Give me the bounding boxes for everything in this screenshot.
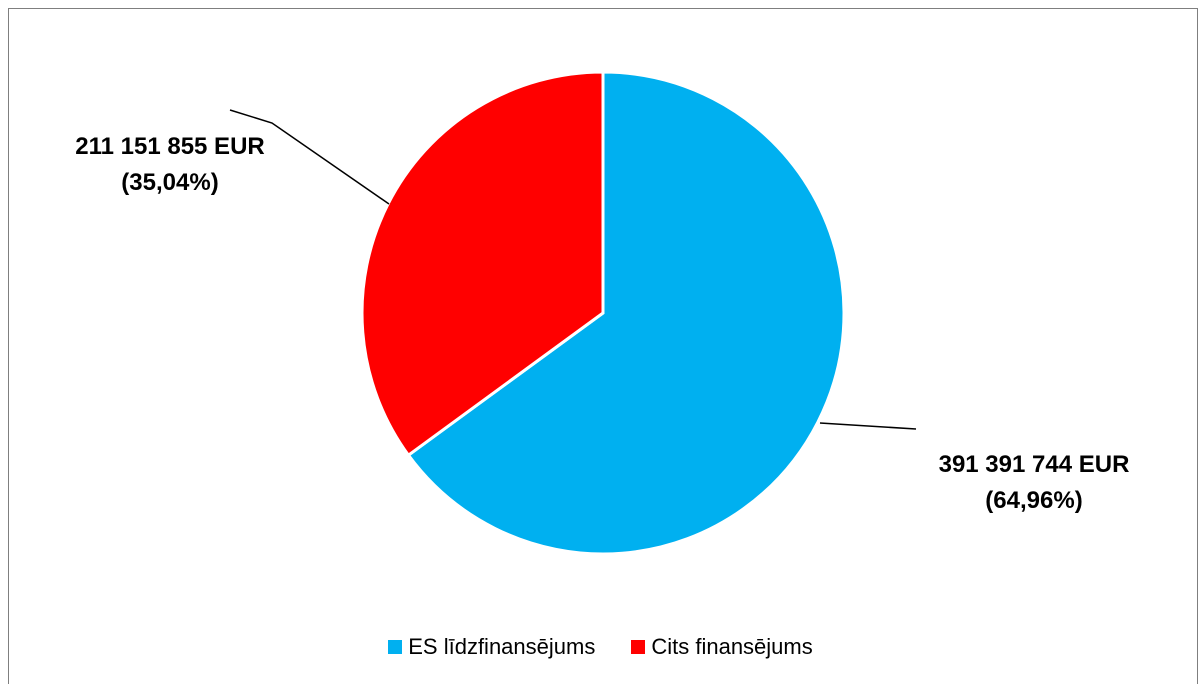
- data-label-value-es: 391 391 744 EUR: [939, 451, 1130, 478]
- data-label-percent-es: (64,96%): [985, 487, 1082, 514]
- legend-swatch-cits: [631, 640, 646, 654]
- chart-frame: [8, 8, 1198, 684]
- data-label-value-cits: 211 151 855 EUR: [75, 133, 264, 160]
- pie-slice-es-lidzfinansejums: [406, 70, 846, 556]
- legend-label-es: ES līdzfinansējums: [408, 634, 596, 659]
- legend-label-cits: Cits finansējums: [651, 634, 813, 659]
- leader-line-es: [819, 422, 917, 430]
- pie-slices: [360, 70, 846, 556]
- chart-legend: ES līdzfinansējums Cits finansējums: [0, 634, 1201, 660]
- data-label-percent-cits: (35,04%): [121, 169, 218, 196]
- leader-lines: [229, 109, 917, 430]
- legend-item-cits: Cits finansējums: [631, 634, 813, 660]
- legend-swatch-es: [388, 640, 403, 654]
- leader-line-cits: [229, 109, 390, 205]
- legend-item-es: ES līdzfinansējums: [388, 634, 595, 660]
